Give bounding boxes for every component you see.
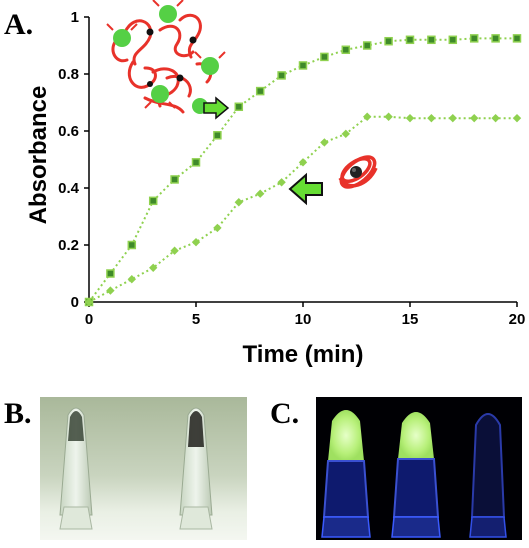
y-tick-label: 0 [71,294,79,311]
tube-uv-1 [321,410,371,538]
data-point [127,240,137,250]
series-layer [84,34,522,307]
data-point [384,36,393,46]
absorbance-chart: 0 5 10 15 20 0 0.2 0.4 0.6 0.8 1 Time (min) Absorb… [25,0,525,368]
panel-b-photo [40,397,247,540]
data-point [298,158,308,167]
right-arrow-icon [203,96,230,120]
left-arrow-icon [288,172,323,206]
data-point [277,178,286,187]
dna-wrapped-particle-illustration [338,155,378,189]
data-point [320,52,329,62]
series-1 [84,34,522,307]
data-point [362,41,372,50]
y-tick-label: 1 [71,9,79,26]
data-point [277,71,286,80]
y-tick-label: 0.8 [58,66,79,83]
tube-uv-3 [469,413,507,538]
x-tick-label: 0 [85,311,93,328]
data-point [170,175,179,184]
data-point [84,297,94,307]
data-point [470,113,479,123]
data-point [405,113,415,123]
data-point [363,112,372,121]
data-point [491,113,500,123]
data-point [170,246,179,255]
data-point [512,34,522,43]
data-point [149,263,158,272]
panel-c-photo [316,397,522,540]
data-point [341,129,350,139]
data-point [234,102,244,112]
data-point [298,61,308,70]
y-tick-label: 0.6 [58,123,79,140]
data-point [448,113,457,123]
series-2 [84,112,522,307]
data-point [448,35,458,45]
y-tick-label: 0.2 [58,237,79,254]
data-point [512,113,522,123]
tube-left [59,407,93,530]
dna-bead-cluster-illustration [106,0,226,114]
data-point [148,196,158,206]
data-point [191,158,201,167]
data-point [106,286,115,295]
y-tick-label: 0.4 [58,180,80,197]
data-point [320,138,329,147]
tube-right [179,407,213,530]
x-tick-label: 15 [402,311,419,328]
data-point [384,112,393,121]
data-point [127,275,136,284]
data-point [256,189,265,198]
panel-c-label: C. [270,397,300,430]
series-line [88,115,517,303]
x-tick-label: 10 [295,311,312,328]
tick-labels: 0 5 10 15 20 0 0.2 0.4 0.6 0.8 1 [58,9,525,328]
panel-a-label: A. [4,8,34,41]
data-point [106,269,115,278]
series-line [88,37,517,303]
data-point [341,45,351,55]
x-axis-label: Time (min) [243,341,364,368]
y-axis-label: Absorbance [25,86,52,225]
x-tick-label: 20 [509,311,526,328]
data-point [255,86,265,96]
data-point [405,35,415,45]
data-point [427,113,436,123]
data-point [213,223,222,233]
data-point [213,131,222,140]
panel-b-label: B. [4,397,32,430]
x-tick-label: 5 [192,311,200,328]
data-point [491,34,500,43]
data-point [427,35,436,45]
data-point [234,198,243,207]
data-point [469,34,479,43]
data-point [191,237,201,247]
tube-uv-2 [391,412,441,538]
